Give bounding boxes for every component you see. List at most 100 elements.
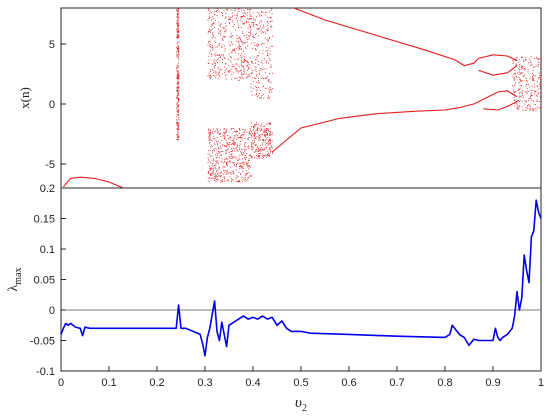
bifurcation-point: [243, 73, 245, 75]
bifurcation-point: [238, 27, 239, 29]
bifurcation-point: [247, 66, 249, 68]
bifurcation-point: [269, 133, 271, 135]
bifurcation-point: [260, 69, 262, 71]
bifurcation-point: [221, 37, 223, 39]
bifurcation-point: [210, 129, 212, 130]
bifurcation-point: [248, 131, 250, 133]
bifurcation-point: [532, 78, 533, 80]
bifurcation-point: [246, 38, 248, 40]
bifurcation-point: [224, 132, 226, 133]
bifurcation-point: [207, 177, 209, 179]
bifurcation-point: [235, 70, 237, 72]
bifurcation-point: [237, 176, 239, 178]
bifurcation-point: [264, 134, 265, 136]
bifurcation-point: [224, 36, 225, 38]
bifurcation-point: [229, 153, 231, 155]
bifurcation-point: [256, 87, 257, 88]
bifurcation-point: [251, 148, 252, 150]
bifurcation-point: [242, 16, 243, 17]
bifurcation-point: [218, 152, 220, 154]
bifurcation-point: [224, 135, 226, 137]
bifurcation-point: [232, 162, 234, 164]
bifurcation-point: [237, 181, 239, 183]
bifurcation-point: [220, 175, 222, 177]
bifurcation-point: [256, 44, 257, 46]
bifurcation-point: [255, 49, 257, 51]
bifurcation-point: [269, 138, 271, 140]
bifurcation-point: [177, 19, 179, 20]
bifurcation-point: [218, 78, 220, 79]
bifurcation-point: [220, 172, 222, 174]
bifurcation-point: [228, 161, 230, 163]
bifurcation-point: [245, 173, 247, 174]
bifurcation-point: [243, 164, 245, 166]
bifurcation-y-tick-label: -5: [45, 159, 55, 171]
lyapunov-y-tick-label: 0.2: [40, 183, 55, 195]
bifurcation-point: [524, 74, 526, 76]
lyapunov-x-tick-label: 0.3: [197, 377, 212, 389]
bifurcation-point: [178, 100, 179, 102]
bifurcation-point: [535, 109, 537, 111]
bifurcation-point: [176, 127, 178, 129]
bifurcation-point: [268, 148, 270, 150]
bifurcation-point: [248, 63, 250, 65]
bifurcation-point: [244, 176, 246, 178]
bifurcation-point: [177, 67, 179, 68]
bifurcation-point: [239, 77, 241, 79]
lyapunov-x-tick-label: 0.5: [293, 377, 308, 389]
bifurcation-point: [252, 130, 254, 132]
bifurcation-point: [235, 68, 237, 70]
lyapunov-y-tick-label: 0.15: [34, 214, 55, 226]
bifurcation-point: [232, 49, 234, 51]
bifurcation-point: [261, 129, 263, 131]
bifurcation-point: [269, 148, 271, 150]
bifurcation-point: [266, 128, 268, 130]
bifurcation-point: [269, 87, 271, 88]
bifurcation-point: [241, 60, 242, 62]
bifurcation-point: [266, 134, 268, 135]
bifurcation-point: [241, 134, 243, 136]
bifurcation-point: [242, 12, 244, 14]
bifurcation-point: [234, 156, 236, 158]
bifurcation-point: [236, 149, 238, 151]
bifurcation-point: [246, 64, 248, 66]
bifurcation-point: [530, 98, 532, 100]
bifurcation-point: [176, 20, 178, 21]
bifurcation-point: [232, 50, 234, 51]
bifurcation-point: [246, 41, 248, 43]
bifurcation-point: [216, 149, 218, 151]
bifurcation-point: [232, 156, 234, 158]
bifurcation-point: [540, 78, 542, 79]
lyapunov-x-tick-label: 0.6: [341, 377, 356, 389]
bifurcation-point: [263, 140, 264, 142]
bifurcation-point: [226, 163, 227, 165]
bifurcation-point: [272, 35, 274, 37]
bifurcation-point: [253, 17, 255, 19]
bifurcation-point: [239, 167, 241, 169]
bifurcation-point: [525, 85, 527, 87]
bifurcation-point: [540, 78, 541, 80]
bifurcation-point: [177, 125, 179, 127]
bifurcation-point: [515, 65, 517, 67]
bifurcation-point: [231, 56, 232, 58]
bifurcation-point: [539, 87, 541, 89]
bifurcation-point: [270, 45, 272, 47]
bifurcation-point: [233, 141, 235, 143]
bifurcation-point: [529, 60, 531, 62]
bifurcation-point: [238, 37, 239, 39]
bifurcation-point: [239, 19, 241, 21]
bifurcation-point: [258, 148, 259, 150]
bifurcation-point: [539, 92, 541, 93]
bifurcation-point: [259, 137, 261, 139]
bifurcation-point: [216, 128, 218, 130]
bifurcation-point: [267, 134, 269, 136]
bifurcation-point: [517, 99, 518, 101]
bifurcation-point: [177, 11, 179, 13]
bifurcation-point: [225, 16, 227, 18]
bifurcation-point: [250, 174, 252, 176]
bifurcation-point: [217, 137, 218, 139]
bifurcation-point: [177, 98, 179, 100]
bifurcation-point: [178, 98, 179, 99]
bifurcation-point: [221, 171, 222, 173]
bifurcation-point: [217, 59, 219, 60]
